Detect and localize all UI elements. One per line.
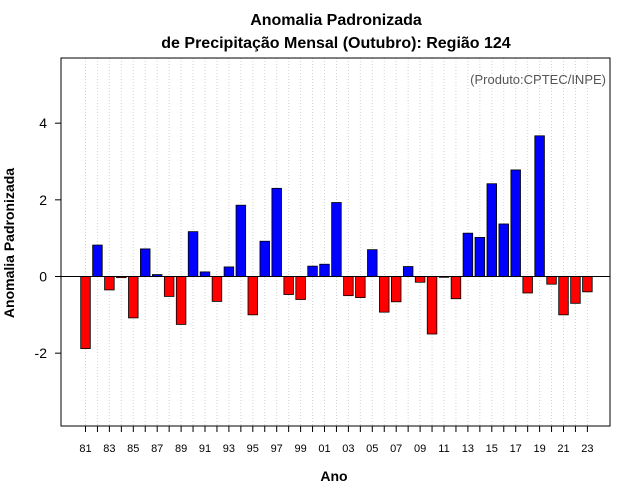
bar-1986 (140, 248, 151, 277)
bar-1998 (283, 276, 294, 295)
plot-frame (60, 57, 611, 427)
bar-2009 (414, 276, 426, 283)
x-tick-label: 97 (271, 443, 283, 455)
y-axis: -2 0 2 4 (35, 115, 61, 361)
bar-1996 (259, 240, 270, 277)
x-tick-label: 83 (103, 443, 115, 455)
bar-2002 (331, 202, 342, 277)
bar-1997 (271, 187, 282, 277)
x-tick-label: 99 (294, 443, 306, 455)
y-tick-label: -2 (35, 345, 48, 361)
x-tick-label: 21 (557, 443, 569, 455)
bar-2022 (570, 276, 581, 304)
x-tick-label: 09 (414, 443, 426, 455)
bar-2000 (307, 265, 318, 277)
bar-1983 (104, 276, 115, 291)
bar-2013 (462, 232, 474, 277)
y-tick-label: 4 (39, 115, 47, 131)
bar-1989 (175, 276, 187, 325)
bar-2018 (522, 276, 533, 294)
x-tick-label: 93 (223, 443, 235, 455)
chart-title: Anomalia Padronizada (250, 12, 422, 29)
x-tick-label: 87 (151, 443, 163, 455)
bars (80, 135, 593, 349)
bar-2005 (367, 249, 378, 277)
x-tick-label: 07 (390, 443, 402, 455)
x-tick-label: 05 (366, 443, 378, 455)
bar-2021 (558, 276, 569, 316)
credit-text: (Produto:CPTEC/INPE) (470, 72, 606, 87)
x-tick-label: 19 (533, 443, 545, 455)
bar-2017 (510, 169, 521, 277)
bar-1982 (92, 244, 103, 277)
bar-2014 (474, 236, 486, 277)
x-tick-label: 85 (127, 443, 139, 455)
bar-2008 (402, 266, 414, 277)
chart-subtitle: de Precipitação Mensal (Outubro): Região… (161, 35, 511, 52)
bar-2023 (582, 276, 593, 293)
x-axis-label: Ano (320, 468, 347, 484)
bar-1985 (128, 276, 139, 319)
x-tick-label: 81 (79, 443, 91, 455)
bar-2015 (486, 183, 498, 277)
bar-1990 (187, 231, 199, 277)
bar-1993 (223, 266, 235, 277)
y-axis-label: Anomalia Padronizada (1, 168, 17, 318)
bar-2003 (343, 276, 354, 297)
x-tick-label: 11 (438, 443, 449, 455)
x-tick-label: 91 (199, 443, 211, 455)
y-tick-label: 0 (39, 269, 47, 285)
x-tick-label: 95 (247, 443, 259, 455)
x-tick-label: 01 (318, 443, 330, 455)
bar-1992 (211, 276, 223, 302)
x-axis: 81 83 85 87 89 91 93 95 97 99 01 03 05 07 09 11 13 15 17 19… (79, 426, 594, 455)
bar-1988 (163, 276, 175, 297)
bar-2001 (319, 263, 330, 277)
bar-2004 (355, 276, 366, 298)
x-tick-label: 13 (462, 443, 474, 455)
x-tick-label: 89 (175, 443, 187, 455)
bar-2020 (546, 276, 557, 285)
bar-1994 (235, 204, 247, 277)
bar-2007 (390, 276, 402, 303)
bar-1981 (80, 276, 91, 349)
bar-1991 (199, 271, 211, 277)
bar-2016 (498, 223, 509, 277)
y-tick-label: 2 (39, 192, 47, 208)
x-tick-label: 23 (581, 443, 593, 455)
bar-2010 (426, 276, 438, 335)
bar-2012 (450, 276, 462, 300)
bar-2019 (534, 135, 545, 277)
bar-1999 (295, 276, 306, 300)
x-tick-label: 17 (510, 443, 522, 455)
x-tick-label: 03 (342, 443, 354, 455)
bar-1995 (247, 276, 259, 316)
x-tick-label: 15 (486, 443, 498, 455)
bar-2006 (379, 276, 390, 313)
